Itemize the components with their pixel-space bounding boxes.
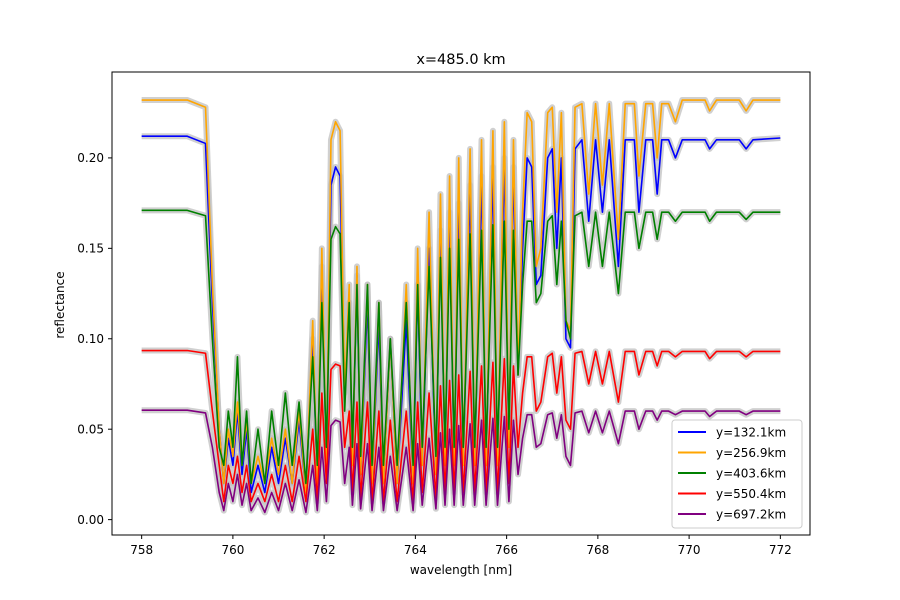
series-line-4 bbox=[141, 349, 781, 503]
x-tick-label: 772 bbox=[769, 543, 792, 557]
y-axis: 0.00 0.05 0.10 0.15 0.20 bbox=[77, 151, 112, 527]
x-tick-label: 762 bbox=[313, 543, 336, 557]
y-tick-label: 0.15 bbox=[77, 242, 104, 256]
x-tick-label: 770 bbox=[678, 543, 701, 557]
x-axis: 758 760 762 764 766 768 770 772 bbox=[130, 535, 792, 557]
series-line-3 bbox=[141, 209, 781, 485]
x-tick-label: 766 bbox=[495, 543, 518, 557]
y-tick-label: 0.10 bbox=[77, 332, 104, 346]
y-tick-label: 0.05 bbox=[77, 422, 104, 436]
series-line-5 bbox=[141, 409, 781, 514]
legend-label-2: y=256.9km bbox=[716, 446, 786, 460]
legend-label-1: y=132.1km bbox=[716, 425, 786, 439]
chart-title: x=485.0 km bbox=[416, 52, 505, 68]
legend-label-5: y=697.2km bbox=[716, 507, 786, 521]
plot-frame bbox=[111, 71, 811, 536]
x-tick-label: 758 bbox=[130, 543, 153, 557]
x-tick-label: 764 bbox=[404, 543, 427, 557]
y-tick-label: 0.00 bbox=[77, 513, 104, 527]
y-axis-label: reflectance bbox=[53, 271, 67, 338]
y-tick-label: 0.20 bbox=[77, 151, 104, 165]
legend: y=132.1km y=256.9km y=403.6km y=550.4km y=69… bbox=[671, 419, 803, 529]
x-axis-label: wavelength [nm] bbox=[410, 563, 512, 577]
x-tick-label: 768 bbox=[586, 543, 609, 557]
legend-box bbox=[671, 419, 803, 529]
series-line-2 bbox=[141, 99, 781, 494]
series-lines bbox=[141, 99, 781, 514]
x-tick-label: 760 bbox=[221, 543, 244, 557]
legend-label-3: y=403.6km bbox=[716, 466, 786, 480]
legend-label-4: y=550.4km bbox=[716, 487, 786, 501]
